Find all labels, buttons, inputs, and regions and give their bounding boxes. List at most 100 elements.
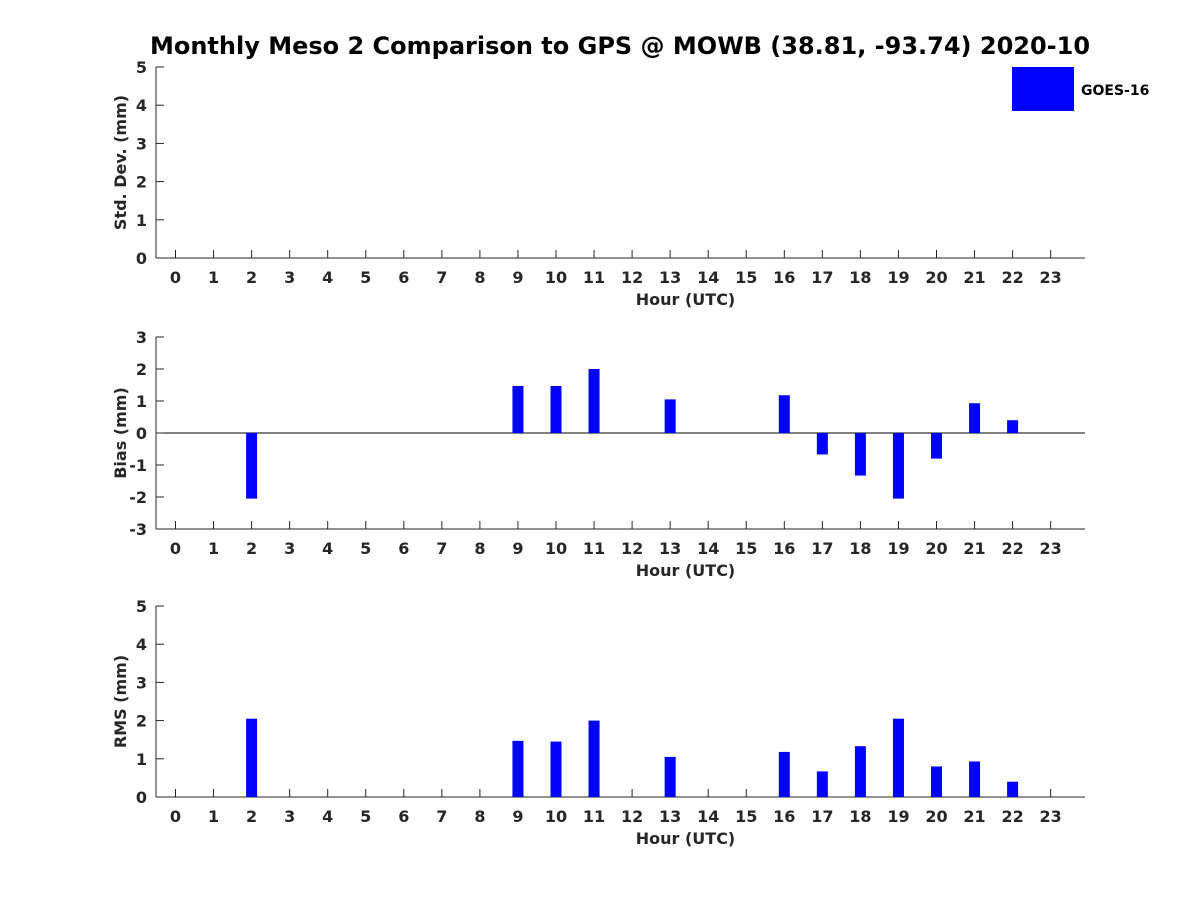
bias-bar-hour-10: [550, 385, 562, 433]
std-dev-x-tick-label: 22: [1001, 268, 1023, 287]
rms-x-tick-label: 16: [773, 807, 795, 826]
std-dev-y-tick-label: 2: [136, 173, 147, 192]
rms-y-tick-label: 4: [136, 635, 147, 654]
std-dev-x-tick-label: 18: [849, 268, 871, 287]
rms-x-tick-label: 21: [963, 807, 985, 826]
rms-bar-hour-13: [664, 756, 676, 797]
bias-x-tick-label: 15: [735, 539, 757, 558]
std-dev-x-tick-label: 21: [963, 268, 985, 287]
bias-x-tick-label: 0: [170, 539, 181, 558]
bias-x-tick-label: 20: [925, 539, 947, 558]
std-dev-x-tick-label: 17: [811, 268, 833, 287]
bias-y-tick-label: 1: [136, 392, 147, 411]
rms-y-tick-label: 0: [136, 788, 147, 807]
bias-x-tick-label: 10: [545, 539, 567, 558]
bias-bar-hour-16: [778, 395, 790, 433]
bias-x-tick-label: 7: [436, 539, 447, 558]
bias-bar-hour-17: [816, 433, 828, 455]
std-dev-y-tick-label: 4: [136, 96, 147, 115]
std-dev-x-tick-label: 9: [512, 268, 523, 287]
rms-y-tick-label: 3: [136, 673, 147, 692]
rms-x-tick-label: 8: [474, 807, 485, 826]
rms-x-tick-label: 7: [436, 807, 447, 826]
rms-x-tick-label: 15: [735, 807, 757, 826]
std-dev-x-tick-label: 6: [398, 268, 409, 287]
rms-bar-hour-19: [892, 718, 904, 797]
rms-x-tick-label: 1: [208, 807, 219, 826]
std-dev-x-tick-label: 13: [659, 268, 681, 287]
rms-x-tick-label: 10: [545, 807, 567, 826]
bias-x-tick-label: 5: [360, 539, 371, 558]
rms-x-tick-label: 14: [697, 807, 719, 826]
std-dev-x-tick-label: 11: [583, 268, 605, 287]
rms-x-tick-label: 3: [284, 807, 295, 826]
std-dev-x-tick-label: 1: [208, 268, 219, 287]
bias-bar-hour-13: [664, 399, 676, 433]
rms-y-tick-label: 1: [136, 750, 147, 769]
rms-x-tick-label: 23: [1040, 807, 1062, 826]
std-dev-y-axis-label: Std. Dev. (mm): [111, 95, 130, 230]
rms-x-axis-label: Hour (UTC): [636, 829, 736, 848]
bias-x-tick-label: 8: [474, 539, 485, 558]
rms-bar-hour-22: [1007, 781, 1019, 797]
rms-bar-hour-11: [588, 720, 600, 797]
std-dev-x-tick-label: 2: [246, 268, 257, 287]
std-dev-y-tick-label: 5: [136, 58, 147, 77]
chart-title: Monthly Meso 2 Comparison to GPS @ MOWB …: [150, 32, 1090, 60]
std-dev-x-tick-label: 19: [887, 268, 909, 287]
legend-label: GOES-16: [1081, 83, 1149, 99]
bias-x-tick-label: 18: [849, 539, 871, 558]
std-dev-y-tick-label: 1: [136, 211, 147, 230]
bias-x-tick-label: 3: [284, 539, 295, 558]
std-dev-x-tick-label: 0: [170, 268, 181, 287]
bias-bar-hour-20: [931, 433, 942, 459]
bias-y-axis-label: Bias (mm): [111, 387, 130, 479]
rms-x-tick-label: 19: [887, 807, 909, 826]
rms-x-tick-label: 6: [398, 807, 409, 826]
rms-bar-hour-16: [778, 751, 790, 797]
rms-x-tick-label: 0: [170, 807, 181, 826]
bias-x-tick-label: 19: [887, 539, 909, 558]
bias-bar-hour-22: [1007, 420, 1019, 433]
bias-x-tick-label: 11: [583, 539, 605, 558]
bias-bar-hour-19: [892, 433, 904, 499]
std-dev-x-tick-label: 8: [474, 268, 485, 287]
rms-x-tick-label: 4: [322, 807, 333, 826]
std-dev-x-tick-label: 10: [545, 268, 567, 287]
rms-y-axis-label: RMS (mm): [111, 655, 130, 748]
bias-bar-hour-21: [969, 403, 981, 433]
bias-x-tick-label: 9: [512, 539, 523, 558]
bias-x-tick-label: 22: [1001, 539, 1023, 558]
bias-x-tick-label: 21: [963, 539, 985, 558]
rms-x-tick-label: 9: [512, 807, 523, 826]
bias-x-axis-label: Hour (UTC): [636, 561, 736, 580]
bias-y-tick-label: -3: [129, 520, 147, 539]
std-dev-x-tick-label: 5: [360, 268, 371, 287]
std-dev-x-tick-label: 3: [284, 268, 295, 287]
bias-x-tick-label: 14: [697, 539, 719, 558]
rms-x-tick-label: 5: [360, 807, 371, 826]
bias-y-tick-label: -2: [129, 488, 147, 507]
bias-x-tick-label: 17: [811, 539, 833, 558]
rms-bar-hour-20: [931, 766, 942, 797]
rms-x-tick-label: 2: [246, 807, 257, 826]
rms-x-tick-label: 18: [849, 807, 871, 826]
rms-x-tick-label: 12: [621, 807, 643, 826]
rms-bar-hour-18: [854, 746, 866, 797]
std-dev-x-tick-label: 20: [925, 268, 947, 287]
rms-bar-hour-10: [550, 741, 562, 797]
std-dev-y-tick-label: 0: [136, 249, 147, 268]
bias-y-tick-label: 3: [136, 328, 147, 347]
rms-x-tick-label: 13: [659, 807, 681, 826]
std-dev-x-axis-label: Hour (UTC): [636, 290, 736, 309]
bias-bar-hour-2: [246, 433, 258, 499]
bias-x-tick-label: 16: [773, 539, 795, 558]
bias-y-tick-label: 0: [136, 424, 147, 443]
std-dev-x-tick-label: 16: [773, 268, 795, 287]
bias-x-tick-label: 23: [1040, 539, 1062, 558]
rms-x-tick-label: 17: [811, 807, 833, 826]
